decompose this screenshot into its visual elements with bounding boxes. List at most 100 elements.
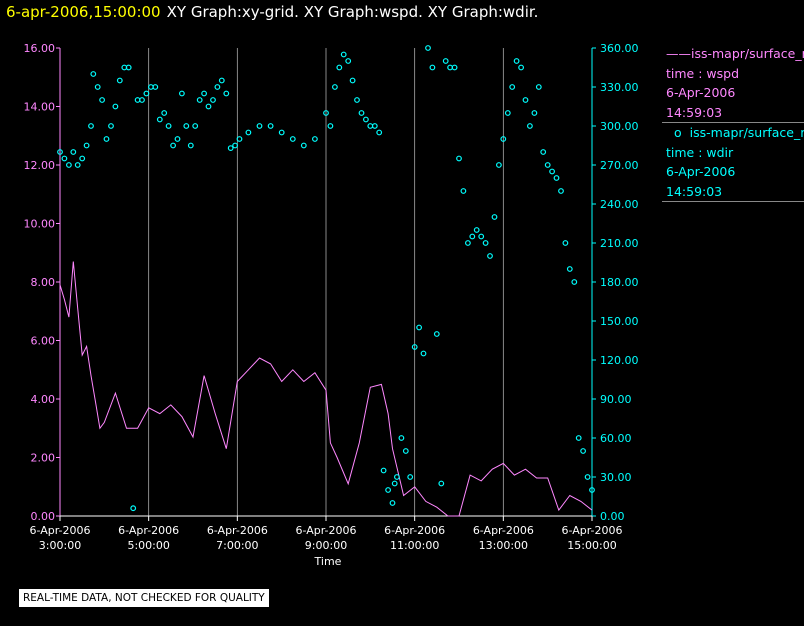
wdir-point xyxy=(500,136,507,142)
wdir-point xyxy=(340,51,347,58)
wdir-point xyxy=(312,136,318,142)
wdir-point xyxy=(192,123,199,129)
x-axis-label: Time xyxy=(314,555,342,568)
wdir-point xyxy=(487,253,493,259)
wdir-point xyxy=(94,84,101,90)
wdir-point xyxy=(223,90,230,97)
wdir-point xyxy=(74,162,81,168)
legend-date: 6-Apr-2006 xyxy=(666,164,736,179)
wdir-point xyxy=(112,103,119,110)
wdir-point xyxy=(130,505,137,512)
wdir-point xyxy=(438,480,445,487)
wdir-point xyxy=(256,123,263,129)
wdir-point xyxy=(482,240,489,246)
wdir-point xyxy=(57,149,63,155)
x-tick-label-time: 11:00:00 xyxy=(390,539,439,552)
wdir-point xyxy=(70,149,77,155)
legend-divider xyxy=(662,201,804,202)
legend: —— iss-mapr/surface_m time : wspd 6-Apr-2… xyxy=(662,44,804,202)
quality-disclaimer: REAL-TIME DATA, NOT CHECKED FOR QUALITY xyxy=(19,589,269,607)
wdir-point xyxy=(103,136,110,142)
y-right-tick-label: 180.00 xyxy=(600,276,639,289)
y-right-tick-label: 0.00 xyxy=(600,510,625,523)
wdir-point xyxy=(442,58,449,64)
y-right-tick-label: 270.00 xyxy=(600,159,639,172)
wdir-point xyxy=(433,331,440,337)
wdir-point xyxy=(407,474,414,480)
wdir-point xyxy=(65,162,72,168)
x-tick-label-date: 6-Apr-2006 xyxy=(207,524,268,537)
wdir-point xyxy=(522,97,529,103)
axes xyxy=(56,47,596,521)
y-left-tick-label: 4.00 xyxy=(31,393,56,406)
wdir-point xyxy=(214,84,221,90)
wdir-point xyxy=(491,214,498,220)
legend-item-wdir: o iss-mapr/surface_m time : wdir 6-Apr-20… xyxy=(662,122,804,201)
plot-area xyxy=(57,45,595,517)
x-tick-label-time: 13:00:00 xyxy=(479,539,528,552)
wdir-point xyxy=(571,279,578,285)
y-left-tick-label: 2.00 xyxy=(31,452,56,465)
wdir-point xyxy=(509,84,516,90)
wdir-point xyxy=(531,110,538,116)
wdir-point xyxy=(139,97,145,103)
wdir-point xyxy=(79,155,86,162)
wdir-point xyxy=(278,129,285,136)
timestamp: 6-apr-2006,15:00:00 xyxy=(6,3,161,21)
wdir-point xyxy=(336,64,343,71)
y-right-tick-label: 120.00 xyxy=(600,354,639,367)
wdir-point xyxy=(218,77,225,84)
wdir-point xyxy=(566,266,573,272)
legend-series: iss-mapr/surface_m xyxy=(689,125,804,140)
wdir-point xyxy=(143,90,150,97)
wdir-point xyxy=(236,136,243,142)
wdir-point xyxy=(398,435,405,441)
wdir-point xyxy=(108,123,114,129)
wdir-point xyxy=(170,142,177,149)
wdir-point xyxy=(513,58,520,64)
wdir-point xyxy=(425,45,431,51)
wdir-point xyxy=(201,90,208,97)
wdir-point xyxy=(178,90,185,97)
y-left-tick-label: 12.00 xyxy=(24,159,56,172)
y-right-tick-label: 360.00 xyxy=(600,42,639,55)
wdir-point xyxy=(267,123,274,129)
wdir-point xyxy=(518,64,524,71)
x-tick-label-date: 6-Apr-2006 xyxy=(118,524,179,537)
y-left-tick-label: 6.00 xyxy=(31,335,56,348)
wdir-point xyxy=(504,110,511,116)
y-left-tick-label: 8.00 xyxy=(31,276,56,289)
wspd-line xyxy=(59,261,593,517)
wdir-point xyxy=(478,233,485,240)
wdir-point xyxy=(562,240,569,246)
y-left-tick-label: 10.00 xyxy=(24,218,56,231)
wdir-point xyxy=(496,162,502,168)
legend-variable: time : wdir xyxy=(666,144,734,160)
wdir-point xyxy=(394,474,400,480)
x-tick-label-time: 9:00:00 xyxy=(305,539,347,552)
y-left-tick-label: 16.00 xyxy=(24,42,56,55)
y-left-tick-label: 14.00 xyxy=(24,101,56,114)
legend-variable: time : wspd xyxy=(666,65,740,81)
grid xyxy=(148,48,504,516)
wdir-point xyxy=(416,324,423,331)
legend-time: 14:59:03 xyxy=(666,104,723,120)
wdir-point xyxy=(354,97,360,103)
wdir-point xyxy=(429,64,436,71)
wdir-point xyxy=(196,97,203,103)
wdir-point xyxy=(544,162,551,168)
legend-marker-line: —— xyxy=(666,46,691,61)
wdir-point xyxy=(580,448,586,454)
wdir-point xyxy=(210,97,216,103)
wdir-point xyxy=(473,227,480,233)
wdir-point xyxy=(88,123,94,129)
wdir-point xyxy=(358,110,365,116)
legend-date: 6-Apr-2006 xyxy=(666,85,736,100)
wdir-point xyxy=(90,71,97,77)
wdir-point xyxy=(460,188,467,194)
wdir-point xyxy=(389,500,396,506)
wdir-point xyxy=(420,350,427,357)
wdir-point xyxy=(187,142,194,149)
x-tick-label-time: 3:00:00 xyxy=(39,539,81,552)
x-tick-label-date: 6-Apr-2006 xyxy=(295,524,356,537)
